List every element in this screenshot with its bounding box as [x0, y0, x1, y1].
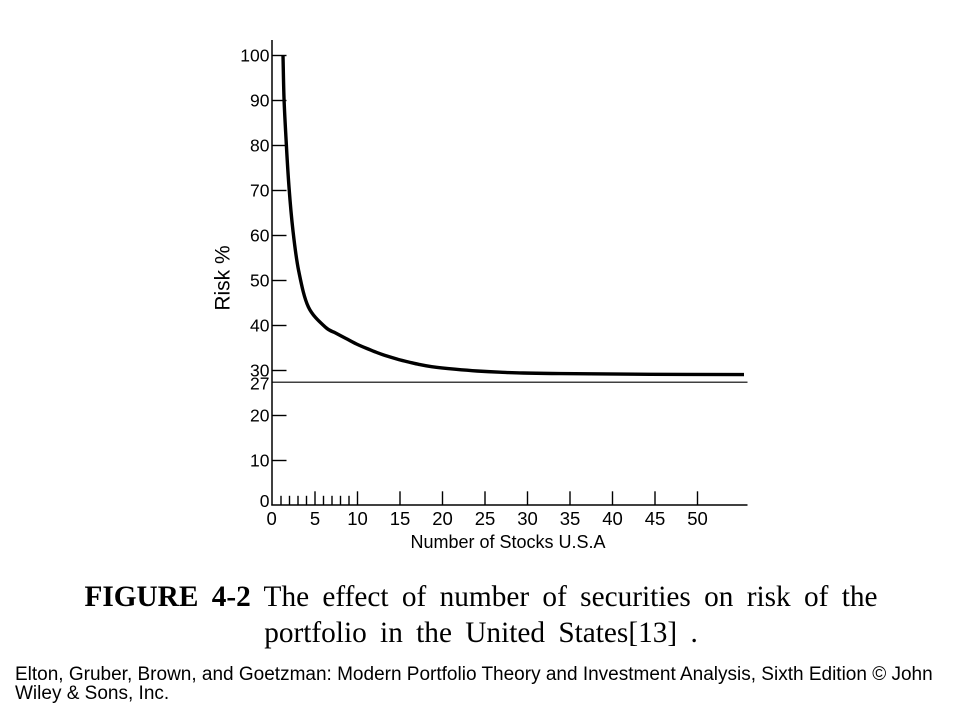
svg-text:45: 45: [645, 508, 666, 529]
svg-text:0: 0: [267, 508, 277, 529]
svg-text:25: 25: [475, 508, 496, 529]
svg-text:Risk %: Risk %: [212, 245, 235, 310]
svg-text:90: 90: [250, 91, 270, 111]
svg-text:27: 27: [250, 373, 269, 393]
svg-text:50: 50: [687, 508, 708, 529]
svg-text:30: 30: [517, 508, 538, 529]
svg-text:5: 5: [310, 508, 320, 529]
svg-text:10: 10: [250, 451, 270, 471]
svg-text:40: 40: [602, 508, 623, 529]
svg-text:60: 60: [250, 226, 270, 246]
svg-text:70: 70: [250, 181, 270, 201]
svg-text:10: 10: [347, 508, 368, 529]
svg-text:15: 15: [390, 508, 411, 529]
svg-text:80: 80: [250, 136, 270, 156]
svg-text:100: 100: [240, 46, 269, 66]
svg-text:0: 0: [260, 491, 270, 511]
svg-text:50: 50: [250, 271, 270, 291]
svg-text:35: 35: [560, 508, 581, 529]
svg-text:20: 20: [250, 406, 270, 426]
svg-text:40: 40: [250, 316, 270, 336]
svg-text:20: 20: [432, 508, 453, 529]
svg-text:30: 30: [250, 361, 270, 381]
svg-text:Number of Stocks U.S.A: Number of Stocks U.S.A: [410, 532, 605, 552]
